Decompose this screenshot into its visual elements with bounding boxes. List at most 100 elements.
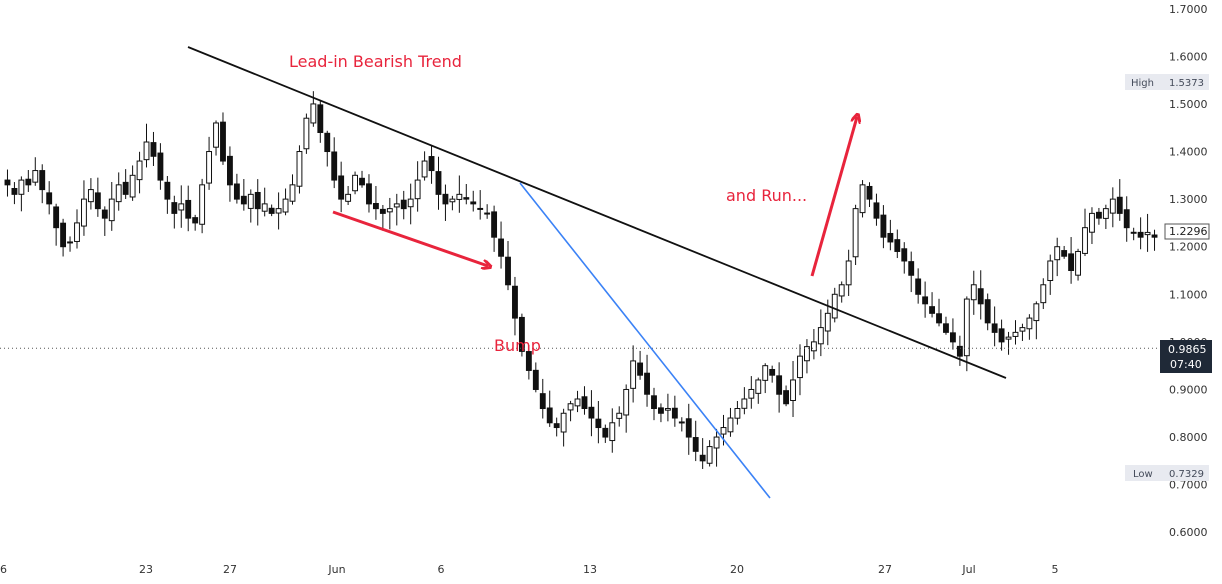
candle [908,251,915,293]
bearish-arrow [332,210,488,266]
candle [275,192,282,230]
candle [539,378,546,419]
candle [1116,179,1123,221]
high-marker: High 1.5373 [1125,74,1209,90]
candle [1019,323,1026,341]
candle [692,420,699,462]
candle [345,185,352,205]
candle [956,335,963,366]
y-tick-label: 1.4000 [1169,146,1208,159]
candle [136,151,143,194]
candle [678,417,685,432]
lead-in-trendline [187,46,1007,379]
candle [317,100,324,143]
candle [894,229,901,259]
candle [157,143,164,190]
y-tick-label: 1.5000 [1169,98,1208,111]
high-value: 1.5373 [1169,78,1204,89]
candle [74,209,80,249]
candle [1005,331,1012,355]
x-tick-label: 6 [0,563,7,576]
candle [1130,227,1137,241]
y-tick-label: 1.7000 [1169,3,1208,16]
candle [456,175,463,213]
candle [859,180,866,218]
candle [220,112,226,165]
candle [748,376,755,409]
candle [797,344,803,396]
candle [199,178,206,234]
candle [442,184,449,221]
candle [644,354,650,407]
candle [810,329,817,360]
candle [713,428,720,467]
candle [546,390,553,427]
candle [936,298,942,327]
candle [567,400,574,422]
candle [852,204,859,266]
candle [150,131,157,166]
candle [94,177,101,217]
candle [331,137,338,189]
candle [790,361,796,418]
candle [470,190,477,212]
candle [977,270,984,320]
x-axis: 6 23 27 Jun 6 13 20 27 Jul 5 [0,563,1059,576]
candle [129,165,136,201]
candle [324,130,331,167]
y-tick-label: 0.8000 [1169,431,1208,444]
candlestick-series [4,91,1158,469]
candle [769,365,776,383]
candle [915,268,922,304]
candle [929,292,935,318]
candle [1012,320,1019,345]
candle [386,197,393,230]
candle [206,136,213,190]
candle [776,362,783,413]
x-tick-label: 27 [223,563,237,576]
candle [60,218,67,257]
candle [338,161,345,213]
candle [192,214,199,231]
y-tick-label: 0.7000 [1169,479,1208,492]
high-label: High [1131,78,1154,89]
candle [359,170,365,188]
last-value-tag: 1.2296 [1164,223,1210,240]
candle [560,408,567,447]
candle [901,242,908,274]
run-arrow [810,117,857,277]
candle [296,145,303,194]
candle [1054,237,1061,277]
candle [449,195,456,211]
candle [53,203,60,246]
candle [421,151,428,181]
candle [164,176,171,214]
candle [1075,248,1081,281]
candle [525,344,532,380]
candle [880,205,887,249]
candle [1040,278,1047,310]
x-tick-label: 5 [1052,563,1059,576]
x-tick-label: 13 [583,563,597,576]
candle [1047,254,1054,295]
candle [553,417,560,437]
candle [101,206,108,236]
candle [1137,217,1144,250]
candle [247,189,254,223]
candle [372,186,379,220]
x-tick-label: Jun [327,563,345,576]
candle [46,181,53,215]
candle [922,281,929,318]
candle [1082,208,1088,257]
candle [261,187,268,217]
candle [213,120,219,156]
candle [991,306,998,347]
candle [18,176,25,212]
candle [254,179,261,226]
candle [762,363,769,394]
current-price-tag: 0.9865 07:40 [1160,340,1212,373]
candle [122,169,129,200]
candle [379,204,386,231]
candle [602,424,609,443]
